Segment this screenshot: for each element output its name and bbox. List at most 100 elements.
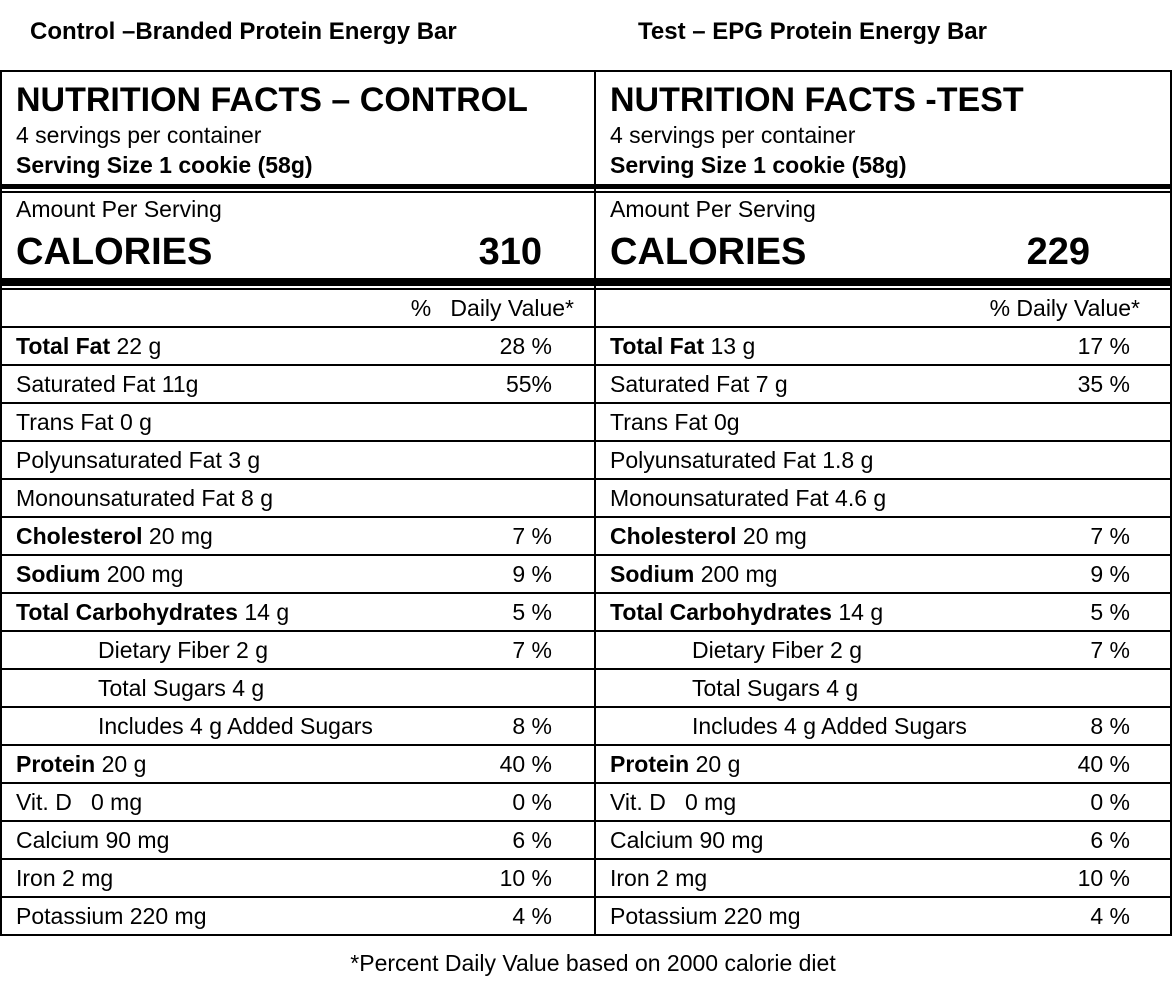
calories-row: CALORIES 229	[610, 226, 1158, 278]
nutrient-label: Calcium 90 mg	[610, 822, 763, 858]
caption-test: Test – EPG Protein Energy Bar	[638, 18, 987, 45]
daily-value-percent: 5 %	[1090, 599, 1130, 625]
footnote: *Percent Daily Value based on 2000 calor…	[350, 950, 836, 976]
nutrient-amount: Includes 4 g Added Sugars	[98, 713, 373, 739]
panel-title: NUTRITION FACTS – CONTROL	[16, 81, 528, 119]
nutrient-label: Total Fat 22 g	[16, 328, 161, 364]
nutrient-name-bold: Cholesterol	[610, 523, 737, 549]
nutrient-label: Includes 4 g Added Sugars	[98, 708, 373, 744]
nutrient-row: Cholesterol 20 mg 7 %	[2, 516, 594, 554]
daily-value-percent: 0 %	[512, 789, 552, 815]
nutrient-amount: 13 g	[704, 333, 756, 359]
nutrient-name-bold: Total Carbohydrates	[610, 599, 832, 625]
divider-thin	[596, 191, 1170, 193]
nutrient-amount: Monounsaturated Fat 4.6 g	[610, 485, 887, 511]
nutrient-row: Iron 2 mg 10 %	[596, 858, 1170, 896]
divider-thin	[2, 288, 594, 290]
nutrient-row: Dietary Fiber 2 g 7 %	[2, 630, 594, 668]
nutrient-row: Protein 20 g 40 %	[2, 744, 594, 782]
nutrient-row: Protein 20 g 40 %	[596, 744, 1170, 782]
nutrient-label: Monounsaturated Fat 4.6 g	[610, 480, 886, 516]
nutrient-row: Includes 4 g Added Sugars 8 %	[596, 706, 1170, 744]
nutrient-row: Vit. D 0 mg 0 %	[2, 782, 594, 820]
nutrient-amount: 200 mg	[100, 561, 184, 587]
nutrient-row: Total Fat 22 g 28 %	[2, 326, 594, 364]
divider-thin	[2, 191, 594, 193]
nutrient-row: Total Carbohydrates 14 g 5 %	[596, 592, 1170, 630]
daily-value-percent: 10 %	[1077, 865, 1130, 891]
nutrient-label: Includes 4 g Added Sugars	[692, 708, 967, 744]
nutrient-row: Sodium 200 mg 9 %	[2, 554, 594, 592]
daily-value-percent: 9 %	[512, 561, 552, 587]
nutrient-row: Total Fat 13 g 17 %	[596, 326, 1170, 364]
nutrient-row: Trans Fat 0 g	[2, 402, 594, 440]
nutrient-row: Iron 2 mg 10 %	[2, 858, 594, 896]
daily-value-percent: 8 %	[1090, 713, 1130, 739]
nutrient-name-bold: Sodium	[610, 561, 695, 587]
calories-label: CALORIES	[610, 230, 807, 273]
nutrient-label: Potassium 220 mg	[16, 898, 206, 934]
nutrient-label: Trans Fat 0g	[610, 404, 740, 440]
daily-value-percent: 7 %	[1090, 637, 1130, 663]
nutrient-rows: Total Fat 22 g 28 % Saturated Fat 11g 55% Tr…	[2, 326, 594, 934]
nutrient-name-bold: Total Fat	[16, 333, 111, 359]
nutrient-row: Total Sugars 4 g	[596, 668, 1170, 706]
daily-value-percent: 8 %	[512, 713, 552, 739]
nutrient-label: Trans Fat 0 g	[16, 404, 152, 440]
nutrient-amount: Calcium 90 mg	[610, 827, 764, 853]
daily-value-percent: 17 %	[1077, 333, 1130, 359]
nutrient-label: Protein 20 g	[610, 746, 740, 782]
nutrient-rows: Total Fat 13 g 17 % Saturated Fat 7 g 35 % T…	[596, 326, 1170, 934]
nutrient-row: Saturated Fat 11g 55%	[2, 364, 594, 402]
nutrient-amount: Potassium 220 mg	[16, 903, 207, 929]
panel-control: NUTRITION FACTS – CONTROL 4 servings per…	[0, 72, 594, 934]
daily-value-percent: 5 %	[512, 599, 552, 625]
nutrient-label: Vit. D 0 mg	[610, 784, 736, 820]
servings-per-container: 4 servings per container	[16, 122, 262, 148]
nutrient-row: Cholesterol 20 mg 7 %	[596, 516, 1170, 554]
nutrient-label: Saturated Fat 7 g	[610, 366, 788, 402]
calories-label: CALORIES	[16, 230, 213, 273]
nutrient-row: Total Sugars 4 g	[2, 668, 594, 706]
nutrient-label: Saturated Fat 11g	[16, 366, 198, 402]
daily-value-header: % Daily Value*	[410, 295, 574, 321]
nutrient-label: Iron 2 mg	[16, 860, 113, 896]
daily-value-percent: 10 %	[499, 865, 552, 891]
daily-value-percent: 7 %	[1090, 523, 1130, 549]
nutrient-amount: Trans Fat 0 g	[16, 409, 152, 435]
nutrient-name-bold: Sodium	[16, 561, 101, 587]
nutrient-label: Sodium 200 mg	[610, 556, 777, 592]
nutrient-amount: 20 mg	[736, 523, 807, 549]
nutrient-label: Cholesterol 20 mg	[16, 518, 213, 554]
nutrient-amount: Trans Fat 0g	[610, 409, 740, 435]
nutrient-label: Polyunsaturated Fat 1.8 g	[610, 442, 873, 478]
nutrient-amount: Vit. D 0 mg	[610, 789, 737, 815]
nutrient-amount: Polyunsaturated Fat 3 g	[16, 447, 261, 473]
nutrient-row: Monounsaturated Fat 4.6 g	[596, 478, 1170, 516]
divider-thick	[596, 184, 1170, 189]
daily-value-percent: 6 %	[1090, 827, 1130, 853]
daily-value-percent: 35 %	[1077, 371, 1130, 397]
nutrient-amount: Iron 2 mg	[610, 865, 708, 891]
nutrient-row: Polyunsaturated Fat 1.8 g	[596, 440, 1170, 478]
daily-value-percent: 6 %	[512, 827, 552, 853]
nutrient-label: Dietary Fiber 2 g	[98, 632, 268, 668]
daily-value-percent: 0 %	[1090, 789, 1130, 815]
nutrient-amount: Saturated Fat 11g	[16, 371, 199, 397]
nutrient-row: Dietary Fiber 2 g 7 %	[596, 630, 1170, 668]
nutrient-label: Total Fat 13 g	[610, 328, 755, 364]
nutrient-amount: 14 g	[237, 599, 290, 625]
nutrient-amount: Includes 4 g Added Sugars	[692, 713, 967, 739]
nutrient-amount: Potassium 220 mg	[610, 903, 801, 929]
nutrient-label: Potassium 220 mg	[610, 898, 800, 934]
nutrient-label: Polyunsaturated Fat 3 g	[16, 442, 260, 478]
nutrient-name-bold: Total Carbohydrates	[16, 599, 238, 625]
nutrient-name-bold: Total Fat	[610, 333, 705, 359]
nutrient-label: Iron 2 mg	[610, 860, 707, 896]
nutrient-amount: Monounsaturated Fat 8 g	[16, 485, 273, 511]
nutrient-label: Calcium 90 mg	[16, 822, 169, 858]
daily-value-percent: 4 %	[512, 903, 552, 929]
nutrient-amount: Dietary Fiber 2 g	[98, 637, 269, 663]
nutrient-amount: Total Sugars 4 g	[98, 675, 265, 701]
calories-value: 229	[1026, 230, 1090, 273]
